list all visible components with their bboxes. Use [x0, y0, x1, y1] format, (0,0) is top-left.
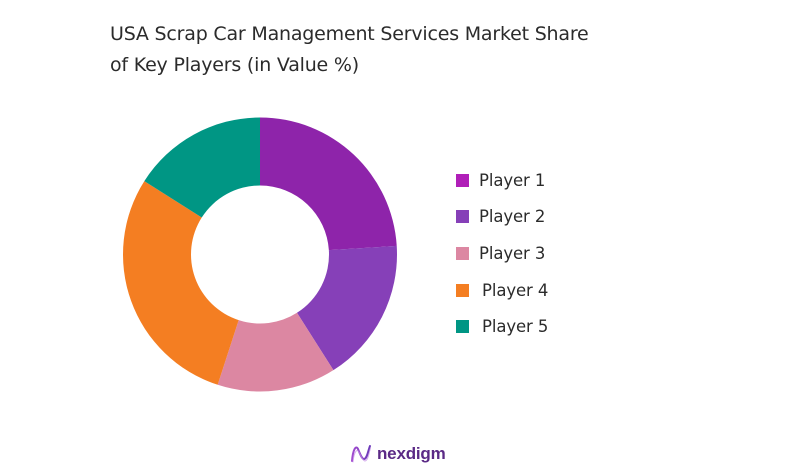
donut-slices [122, 117, 398, 392]
donut-slice-player-4[interactable] [122, 181, 239, 385]
legend-item-player-4[interactable]: Player 4 [456, 278, 548, 302]
legend-label-player-4: Player 4 [482, 280, 549, 300]
legend-item-player-2[interactable]: Player 2 [456, 204, 545, 228]
nexdigm-logo-icon [351, 445, 371, 463]
chart-title-line-1: USA Scrap Car Management Services Market… [110, 23, 589, 45]
chart-title: USA Scrap Car Management Services Market… [110, 19, 710, 81]
legend-swatch-player-3 [456, 246, 469, 260]
legend-swatch-player-2 [456, 209, 469, 223]
donut-slice-player-1[interactable] [260, 117, 397, 251]
donut-slice-player-2[interactable] [296, 245, 398, 371]
legend-swatch-player-1 [456, 173, 469, 187]
legend-label-player-2: Player 2 [479, 206, 546, 226]
legend-swatch-player-4 [456, 283, 469, 297]
legend-item-player-3[interactable]: Player 3 [456, 241, 545, 265]
brand-name: nexdigm [377, 444, 446, 463]
legend-item-player-1[interactable]: Player 1 [456, 168, 545, 192]
legend-label-player-3: Player 3 [479, 243, 546, 263]
legend-label-player-5: Player 5 [482, 316, 549, 336]
brand-logo: nexdigm [350, 441, 446, 467]
donut-slice-player-3[interactable] [217, 312, 334, 392]
legend-item-player-5[interactable]: Player 5 [456, 314, 548, 338]
legend-swatch-player-5 [456, 319, 469, 333]
donut-slice-player-5[interactable] [144, 117, 260, 218]
chart-title-line-2: of Key Players (in Value %) [110, 54, 359, 76]
legend-label-player-1: Player 1 [479, 170, 546, 190]
